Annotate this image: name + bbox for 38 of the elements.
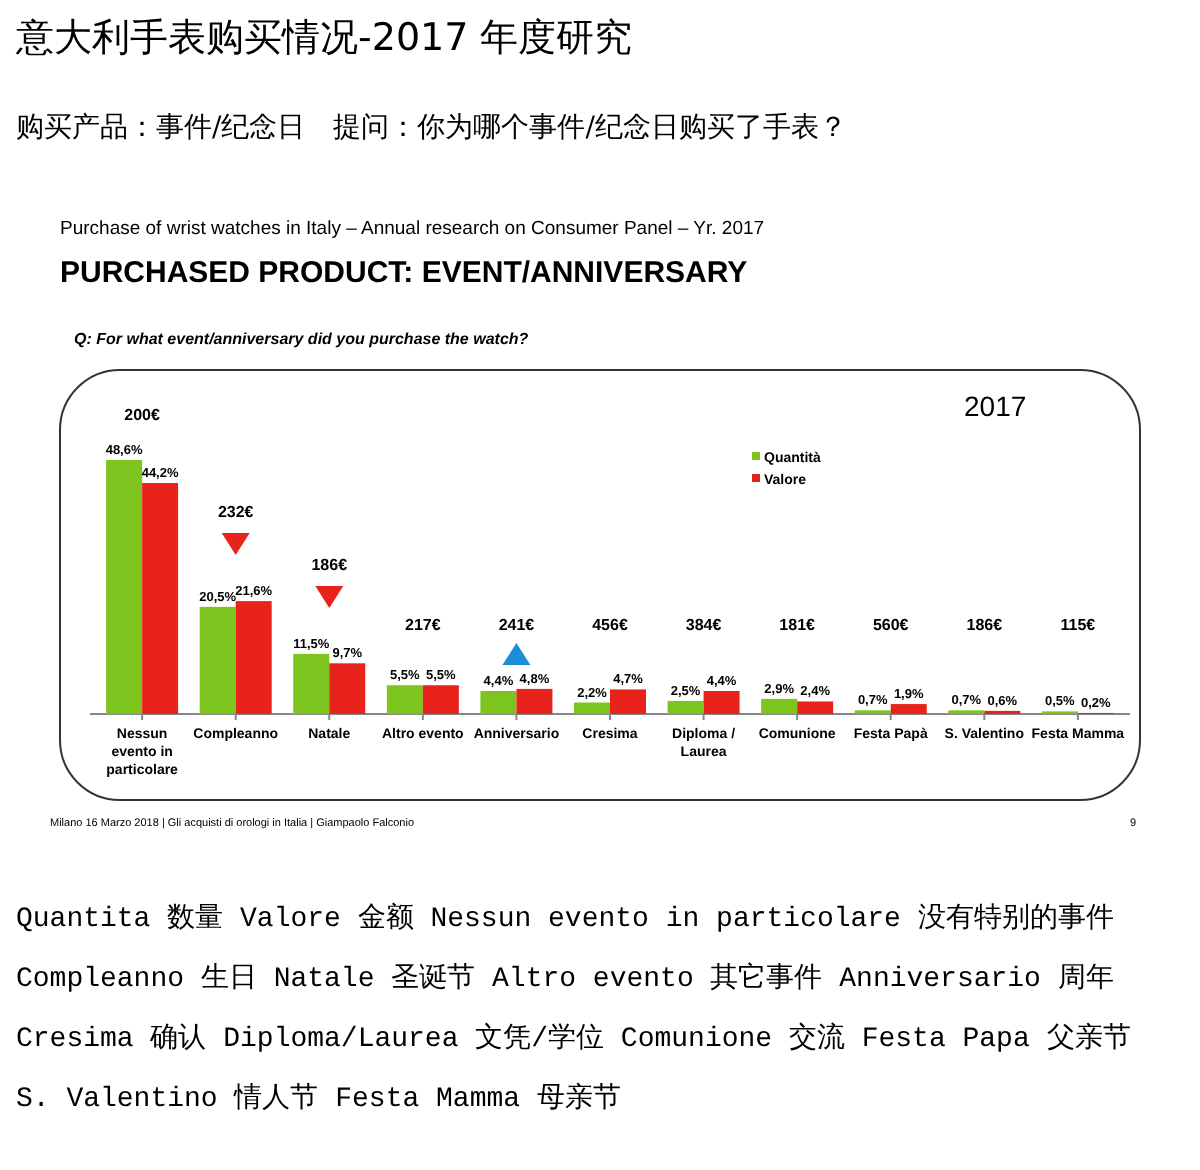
bar xyxy=(293,653,330,714)
bar xyxy=(142,483,179,714)
annotation: 217€ xyxy=(405,616,442,634)
bar xyxy=(890,704,927,714)
text: S. Valentino 情人节 Festa Mamma 母亲节 xyxy=(16,1082,621,1116)
annotation: 456€ xyxy=(592,616,629,634)
bar xyxy=(610,689,646,714)
chart-subtitle: 购买产品：事件/纪念日 提问：你为哪个事件/纪念日购买了手表？ xyxy=(16,112,847,144)
text: 2017 xyxy=(964,390,1027,422)
bar xyxy=(574,702,610,714)
bar xyxy=(106,460,143,714)
bar xyxy=(797,701,834,714)
chart-title: 意大利手表购买情况-2017 年度研究 xyxy=(14,16,633,60)
bar xyxy=(329,663,366,714)
bar xyxy=(480,691,517,714)
annotation: 384€ xyxy=(685,616,723,634)
bar xyxy=(667,700,704,714)
bar xyxy=(386,685,423,714)
text: 200€ xyxy=(124,406,162,424)
annotation: 560€ xyxy=(872,616,910,634)
bar xyxy=(761,698,798,714)
bar xyxy=(422,685,459,714)
text: Purchase of wrist watches in Italy – Annual research on Consumer Panel – Yr. 2017 xyxy=(60,218,765,240)
annotation: 232€ xyxy=(217,503,255,522)
text: Cresima 确认 Diploma/Laurea 文凭/学位 Comunione 交流 Festa Papa 父亲节 xyxy=(16,1022,1131,1056)
bar xyxy=(516,688,553,714)
annotation: 241€ xyxy=(498,616,536,634)
text: Quantita 数量 Valore 金额 Nessun evento in particolare 没有特别的事件 xyxy=(16,902,1114,936)
annotation: 115€ xyxy=(1060,616,1097,634)
text: Q: For what event/anniversary did you purchase the watch? xyxy=(74,330,529,348)
annotation: 186€ xyxy=(311,555,349,574)
bar xyxy=(235,601,272,714)
annotation: 186€ xyxy=(966,616,1004,634)
annotation: 181€ xyxy=(779,616,817,634)
bar xyxy=(199,606,236,714)
text: Compleanno 生日 Natale 圣诞节 Altro evento 其它事件 Anniversario 周年 xyxy=(16,962,1114,996)
text: PURCHASED PRODUCT: EVENT/ANNIVERSARY xyxy=(60,256,748,290)
bar xyxy=(703,691,740,714)
